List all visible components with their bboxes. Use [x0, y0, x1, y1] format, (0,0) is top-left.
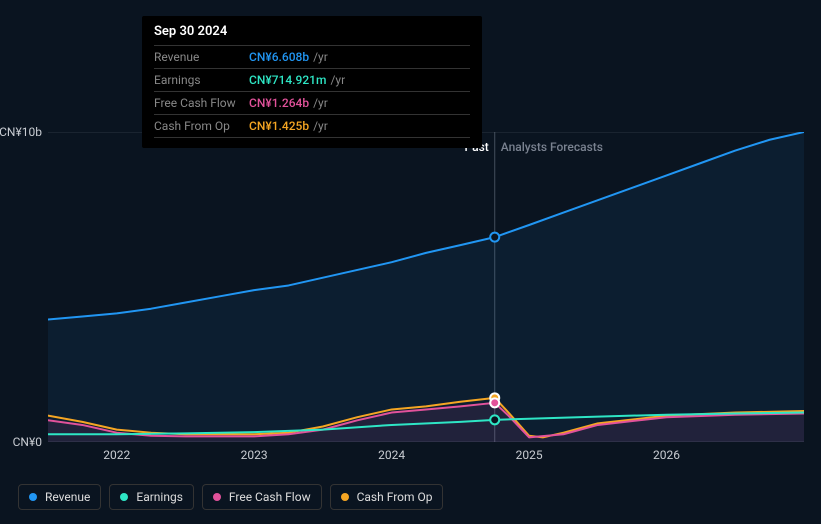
legend-item-revenue[interactable]: Revenue — [18, 484, 101, 510]
tooltip-metric-label: Cash From Op — [154, 119, 249, 133]
tooltip-metric-unit: /yr — [313, 119, 328, 133]
tooltip-metric-value: CN¥1.425b — [249, 119, 309, 133]
legend-dot-icon — [213, 493, 221, 501]
x-axis-label: 2025 — [516, 448, 543, 462]
legend-item-free-cash-flow[interactable]: Free Cash Flow — [202, 484, 322, 510]
legend-item-cash-from-op[interactable]: Cash From Op — [330, 484, 444, 510]
y-axis-label: CN¥0 — [13, 435, 42, 449]
legend-label: Earnings — [136, 490, 183, 504]
tooltip-metric-label: Free Cash Flow — [154, 96, 249, 110]
x-axis-label: 2023 — [241, 448, 268, 462]
legend-label: Free Cash Flow — [229, 490, 311, 504]
tooltip-metric-label: Revenue — [154, 50, 249, 64]
tooltip-metric-unit: /yr — [313, 96, 328, 110]
y-axis-label: CN¥10b — [0, 125, 42, 139]
tooltip-row: Cash From OpCN¥1.425b/yr — [154, 115, 470, 138]
x-axis-label: 2026 — [653, 448, 680, 462]
forecast-region-label: Analysts Forecasts — [501, 140, 603, 154]
legend-dot-icon — [29, 493, 37, 501]
tooltip-metric-unit: /yr — [330, 73, 345, 87]
legend-dot-icon — [120, 493, 128, 501]
chart-legend: Revenue Earnings Free Cash Flow Cash From O… — [18, 484, 443, 510]
tooltip-row: Free Cash FlowCN¥1.264b/yr — [154, 92, 470, 115]
tooltip-metric-label: Earnings — [154, 73, 249, 87]
chart-tooltip: Sep 30 2024 RevenueCN¥6.608b/yrEarningsC… — [142, 16, 482, 148]
tooltip-date: Sep 30 2024 — [154, 24, 470, 46]
earnings-chart: CN¥0CN¥10b 20222023202420252026 Past Ana… — [48, 132, 804, 442]
tooltip-row: RevenueCN¥6.608b/yr — [154, 46, 470, 69]
tooltip-metric-value: CN¥6.608b — [249, 50, 309, 64]
legend-item-earnings[interactable]: Earnings — [109, 484, 194, 510]
x-axis-label: 2022 — [103, 448, 130, 462]
legend-label: Revenue — [45, 490, 90, 504]
tooltip-metric-value: CN¥1.264b — [249, 96, 309, 110]
x-axis-label: 2024 — [378, 448, 405, 462]
tooltip-metric-unit: /yr — [313, 50, 328, 64]
legend-label: Cash From Op — [357, 490, 433, 504]
chart-canvas — [48, 132, 804, 442]
tooltip-metric-value: CN¥714.921m — [249, 73, 326, 87]
legend-dot-icon — [341, 493, 349, 501]
tooltip-row: EarningsCN¥714.921m/yr — [154, 69, 470, 92]
